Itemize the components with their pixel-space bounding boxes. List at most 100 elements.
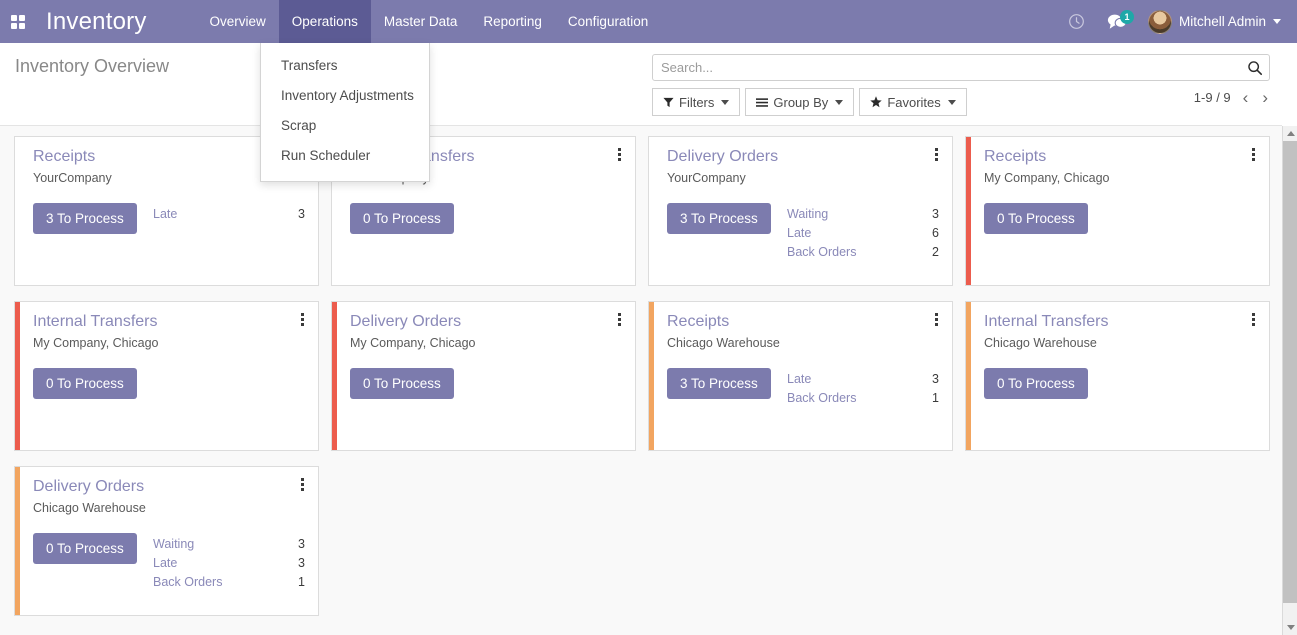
menu-item-reporting[interactable]: Reporting (483, 14, 542, 29)
kanban-card[interactable]: Internal Transfers My Company, Chicago 0 T… (14, 301, 319, 451)
top-navbar: Inventory Overview Operations Master Dat… (0, 0, 1297, 43)
card-company-label: My Company, Chicago (350, 336, 476, 350)
vertical-scrollbar[interactable] (1282, 126, 1297, 635)
scrollbar-thumb[interactable] (1283, 141, 1297, 603)
kebab-menu-icon[interactable] (295, 310, 309, 328)
search-button[interactable] (1241, 60, 1269, 76)
card-stat-label[interactable]: Waiting (787, 207, 829, 221)
kebab-menu-icon[interactable] (1246, 310, 1260, 328)
card-title[interactable]: Receipts (33, 148, 96, 165)
favorites-label: Favorites (887, 94, 941, 110)
to-process-button[interactable]: 0 To Process (984, 368, 1088, 399)
scroll-down-button[interactable] (1283, 620, 1297, 635)
to-process-button[interactable]: 0 To Process (350, 203, 454, 234)
card-body: Receipts My Company, Chicago 0 To Process (971, 137, 1269, 285)
to-process-button[interactable]: 0 To Process (33, 533, 137, 564)
card-company-label: YourCompany (667, 171, 746, 185)
menu-item-master-data[interactable]: Master Data (383, 14, 458, 29)
kebab-menu-icon[interactable] (929, 310, 943, 328)
card-stat-label[interactable]: Late (153, 207, 178, 221)
to-process-button[interactable]: 3 To Process (33, 203, 137, 234)
card-stat-label[interactable]: Waiting (153, 537, 195, 551)
card-stat-row: Late 3 (787, 370, 939, 389)
messaging-menu-button[interactable]: 1 (1100, 0, 1134, 43)
user-name-label: Mitchell Admin (1178, 14, 1266, 29)
page-title: Inventory Overview (15, 56, 170, 76)
menu-item-operations[interactable]: Operations (278, 0, 371, 43)
hamburger-icon (756, 97, 769, 107)
apps-menu-toggle[interactable] (0, 0, 36, 43)
dropdown-item-scrap[interactable]: Scrap (281, 118, 317, 133)
kanban-card[interactable]: Receipts Chicago Warehouse 3 To Process Lat… (648, 301, 953, 451)
activity-menu-button[interactable] (1060, 0, 1094, 43)
pager-range: 1-9 / 9 (1193, 90, 1231, 105)
card-stat-value: 2 (932, 245, 939, 259)
card-title[interactable]: Delivery Orders (667, 148, 779, 165)
chevron-down-icon (721, 99, 730, 105)
to-process-button[interactable]: 0 To Process (984, 203, 1088, 234)
card-title[interactable]: Internal Transfers (984, 313, 1109, 330)
kanban-card[interactable]: Receipts YourCompany 3 To Process Late 3 (14, 136, 319, 286)
card-stat-label[interactable]: Late (787, 372, 812, 386)
to-process-button[interactable]: 0 To Process (33, 368, 137, 399)
card-status-stripe (15, 467, 20, 615)
card-company-label: My Company, Chicago (33, 336, 159, 350)
card-title[interactable]: Internal Transfers (33, 313, 158, 330)
card-stat-row: Waiting 3 (153, 535, 305, 554)
to-process-button[interactable]: 3 To Process (667, 203, 771, 234)
to-process-button[interactable]: 3 To Process (667, 368, 771, 399)
dropdown-item-transfers[interactable]: Transfers (281, 58, 338, 73)
card-title[interactable]: Delivery Orders (350, 313, 462, 330)
to-process-button[interactable]: 0 To Process (350, 368, 454, 399)
card-stat-label[interactable]: Late (787, 226, 812, 240)
card-company-label: YourCompany (33, 171, 112, 185)
kebab-menu-icon[interactable] (1246, 145, 1260, 163)
dropdown-item-inventory-adjustments[interactable]: Inventory Adjustments (281, 88, 414, 103)
dropdown-item-run-scheduler[interactable]: Run Scheduler (281, 148, 371, 163)
user-menu[interactable]: Mitchell Admin (1140, 9, 1285, 34)
card-status-stripe (966, 137, 971, 285)
search-input[interactable] (653, 60, 1241, 75)
app-brand-title[interactable]: Inventory (46, 7, 147, 35)
kebab-menu-icon[interactable] (612, 310, 626, 328)
kanban-card[interactable]: Internal Transfers Chicago Warehouse 0 To … (965, 301, 1270, 451)
card-stat-value: 6 (932, 226, 939, 240)
pager-previous-button[interactable]: ‹ (1242, 88, 1249, 107)
card-title[interactable]: Receipts (984, 148, 1047, 165)
kebab-menu-icon[interactable] (612, 145, 626, 163)
favorites-button[interactable]: Favorites (859, 88, 967, 116)
menu-item-configuration[interactable]: Configuration (567, 14, 649, 29)
group-by-button[interactable]: Group By (745, 88, 855, 116)
card-body: Internal Transfers Chicago Warehouse 0 To … (971, 302, 1269, 450)
kebab-menu-icon[interactable] (295, 475, 309, 493)
menu-item-overview[interactable]: Overview (209, 14, 266, 29)
card-title[interactable]: Delivery Orders (33, 478, 145, 495)
kanban-card[interactable]: Delivery Orders Chicago Warehouse 0 To Pro… (14, 466, 319, 616)
card-stat-value: 1 (298, 575, 305, 589)
navbar-systray: 1 Mitchell Admin (1060, 0, 1297, 43)
card-stat-label[interactable]: Back Orders (787, 245, 857, 259)
card-stat-row: Back Orders 2 (787, 243, 939, 262)
triangle-up-icon (1286, 131, 1295, 136)
kanban-card[interactable]: Receipts My Company, Chicago 0 To Process (965, 136, 1270, 286)
kebab-menu-icon[interactable] (929, 145, 943, 163)
card-stats: Late 3 (153, 203, 305, 234)
card-body: Delivery Orders Chicago Warehouse 0 To Pro… (20, 467, 318, 615)
card-content: 0 To Process (350, 203, 622, 234)
triangle-down-icon (1286, 625, 1295, 630)
pager-next-button[interactable]: › (1262, 88, 1268, 107)
search-options-buttons: Filters Group By Favorites (652, 88, 967, 116)
card-stat-label[interactable]: Back Orders (153, 575, 223, 589)
kanban-card[interactable]: Delivery Orders YourCompany 3 To Process Wa… (648, 136, 953, 286)
filters-button[interactable]: Filters (652, 88, 741, 116)
kanban-card[interactable]: Delivery Orders My Company, Chicago 0 To P… (331, 301, 636, 451)
card-stat-label[interactable]: Back Orders (787, 391, 857, 405)
pager: 1-9 / 9 ‹ › (1194, 89, 1270, 106)
scroll-up-button[interactable] (1283, 126, 1297, 141)
chevron-down-icon (1273, 19, 1281, 24)
clock-icon (1069, 14, 1085, 29)
card-title[interactable]: Receipts (667, 313, 730, 330)
card-content: 0 To Process (33, 368, 305, 399)
card-stat-label[interactable]: Late (153, 556, 178, 570)
card-company-label: Chicago Warehouse (984, 336, 1097, 350)
